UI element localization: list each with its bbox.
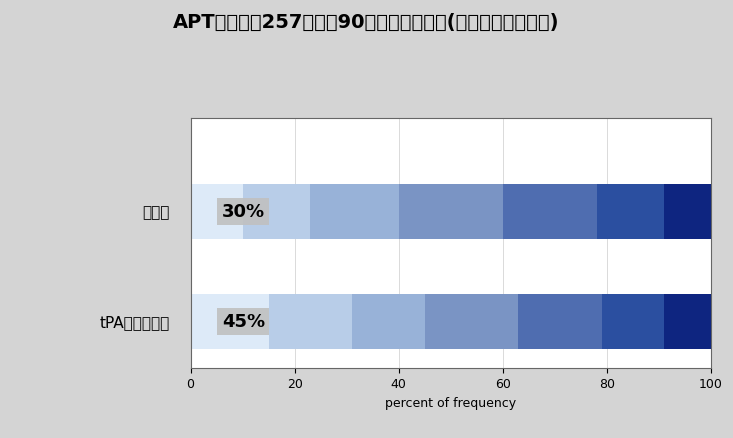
Bar xyxy=(191,184,243,239)
Bar xyxy=(425,294,518,349)
Text: 対照群: 対照群 xyxy=(142,204,170,219)
Bar xyxy=(503,184,597,239)
Bar xyxy=(191,294,268,349)
Bar xyxy=(664,184,711,239)
Bar xyxy=(602,294,664,349)
Bar xyxy=(352,294,425,349)
Text: 30%: 30% xyxy=(222,203,265,221)
Text: tPA静注療法群: tPA静注療法群 xyxy=(100,314,170,329)
Bar xyxy=(597,184,664,239)
Bar xyxy=(518,294,602,349)
Bar xyxy=(243,184,310,239)
X-axis label: percent of frequency: percent of frequency xyxy=(386,396,516,409)
Bar xyxy=(399,184,503,239)
Text: APTあり群（257人）の90日後患者自立度(修正ランキン尺度): APTあり群（257人）の90日後患者自立度(修正ランキン尺度) xyxy=(173,13,560,32)
Bar xyxy=(268,294,352,349)
Text: 45%: 45% xyxy=(222,313,265,331)
Bar xyxy=(310,184,399,239)
Bar xyxy=(664,294,711,349)
